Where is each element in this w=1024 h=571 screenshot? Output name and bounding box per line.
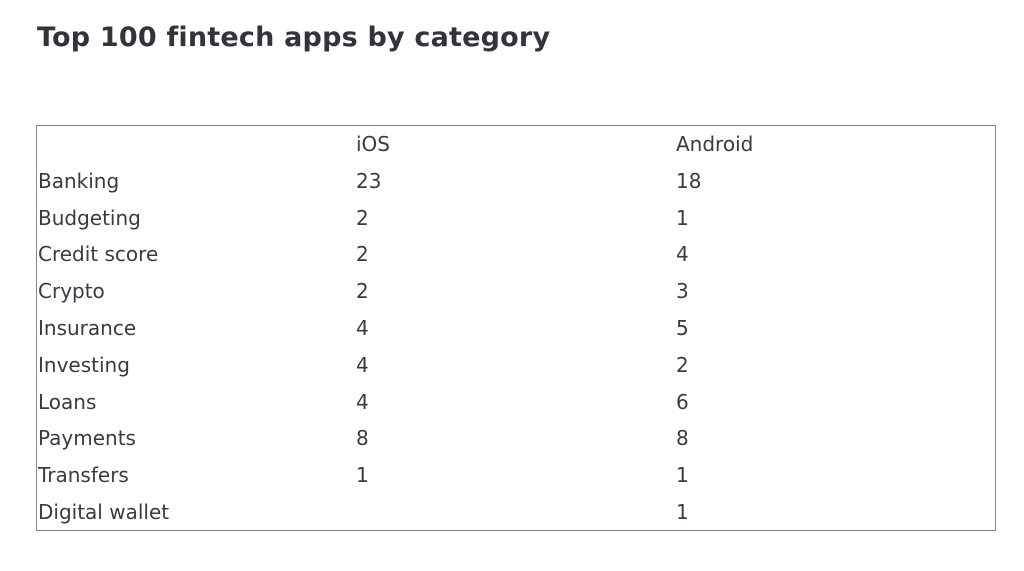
- row-label: Payments: [38, 426, 136, 451]
- cell-value: 18: [676, 168, 702, 193]
- table-row: Banking 23 18: [37, 164, 995, 201]
- cell-value: 2: [356, 279, 369, 304]
- table-row: Investing 4 2: [37, 348, 995, 385]
- row-label: Loans: [38, 389, 97, 414]
- cell-value: 4: [676, 242, 689, 267]
- row-label: Insurance: [38, 316, 137, 340]
- table-row: Credit score 2 4: [37, 237, 995, 274]
- cell-value: 3: [676, 279, 689, 304]
- table: iOS Android Banking 23 18 Budgeting 2 1 Credit s…: [36, 125, 996, 531]
- cell-value: 2: [356, 242, 369, 267]
- cell-value: 5: [676, 316, 689, 340]
- cell-value: 2: [676, 352, 689, 377]
- table-row: Payments 8 8: [37, 421, 995, 458]
- cell-value: 8: [676, 426, 689, 451]
- row-label: Investing: [38, 352, 130, 377]
- column-header: Android: [676, 132, 754, 156]
- table-row: Insurance 4 5: [37, 311, 995, 348]
- cell-value: 4: [356, 352, 369, 377]
- cell-value: 23: [356, 168, 382, 193]
- cell-value: 1: [676, 205, 689, 230]
- cell-value: 1: [676, 463, 689, 488]
- row-label: Digital wallet: [38, 500, 170, 524]
- cell-value: 4: [356, 389, 369, 414]
- cell-value: 6: [676, 389, 689, 414]
- table-row: Crypto 2 3: [37, 274, 995, 311]
- table-row: Transfers 1 1: [37, 458, 995, 495]
- row-label: Banking: [38, 168, 120, 193]
- cell-value: 1: [676, 500, 689, 524]
- row-label: Transfers: [38, 463, 129, 488]
- column-header: iOS: [356, 132, 390, 156]
- cell-value: 4: [356, 316, 369, 340]
- header-row: iOS Android: [37, 127, 995, 164]
- table-row: Budgeting 2 1: [37, 201, 995, 238]
- cell-value: 2: [356, 205, 369, 230]
- table-row: Digital wallet 1: [37, 495, 995, 532]
- cell-value: 1: [356, 463, 369, 488]
- row-label: Credit score: [38, 242, 159, 267]
- row-label: Crypto: [38, 279, 105, 304]
- title: Top 100 fintech apps by category: [37, 22, 551, 53]
- table-row: Loans 4 6: [37, 385, 995, 422]
- cell-value: 8: [356, 426, 369, 451]
- row-label: Budgeting: [38, 205, 141, 230]
